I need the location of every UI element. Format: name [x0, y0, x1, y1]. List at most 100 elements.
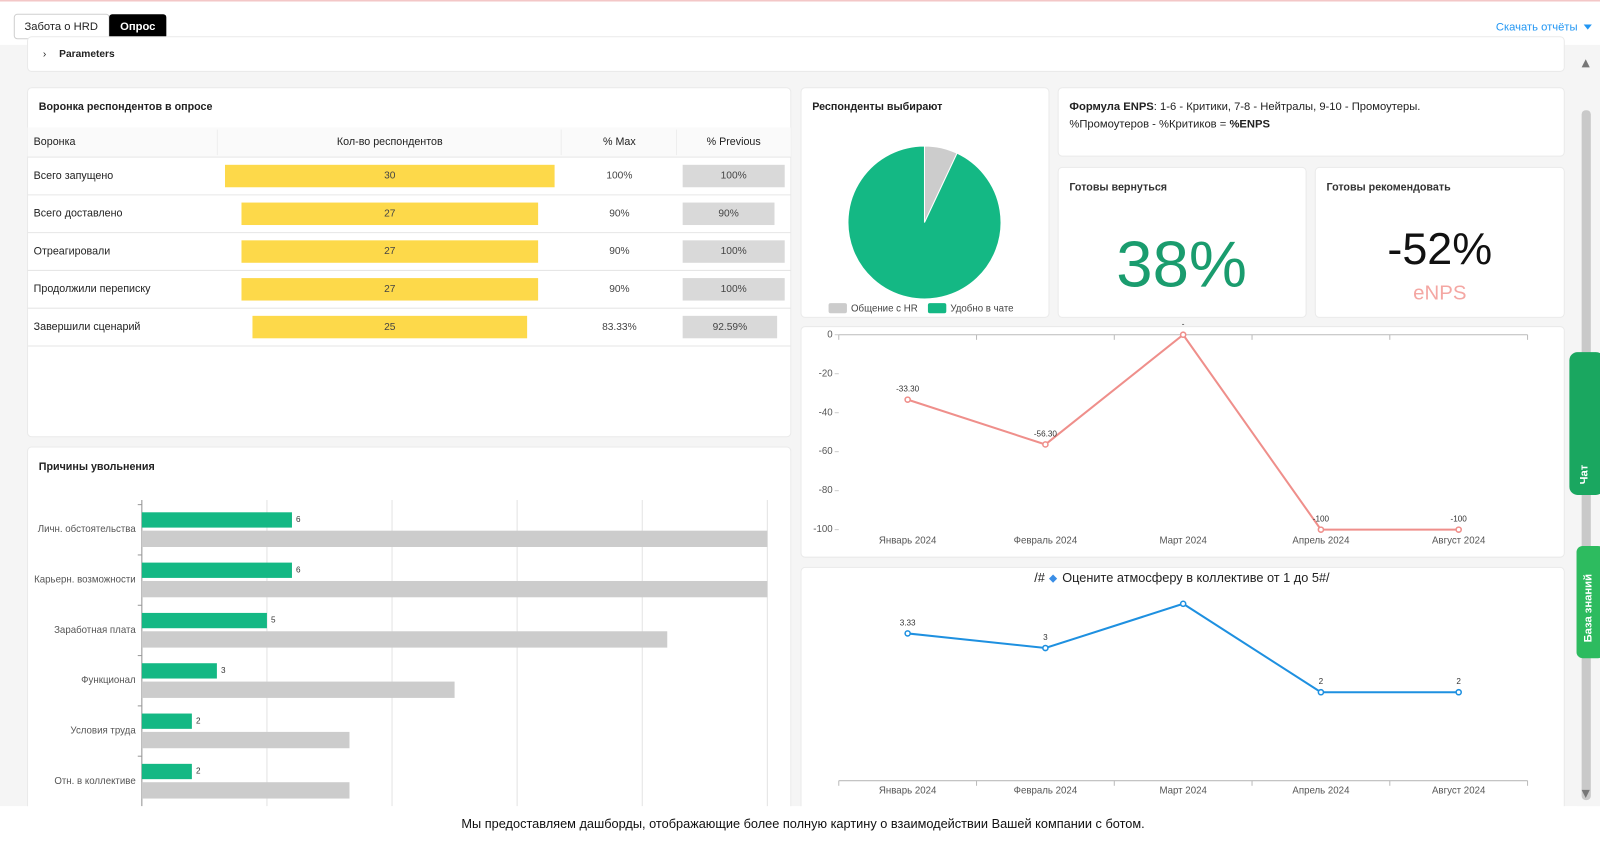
formula-title: Формула ENPS [1069, 101, 1154, 113]
x-tick-label: Февраль 2024 [1014, 535, 1078, 546]
max-label: 83.33% [602, 322, 637, 333]
table-header [27, 127, 791, 158]
kb-tab[interactable] [1576, 545, 1600, 659]
tab-active[interactable] [109, 14, 167, 39]
formula-text: %Промоутеров - %Критиков = [1069, 118, 1229, 130]
kb-tab-label[interactable]: База знаний [1583, 574, 1595, 642]
bar [141, 530, 768, 547]
y-tick-label: Условия труда [70, 725, 136, 736]
value-label: -33.30 [896, 385, 920, 394]
column-header: % Previous [707, 136, 761, 148]
legend-swatch [828, 303, 847, 314]
value-label: 6 [296, 565, 301, 574]
count-label: 25 [384, 322, 396, 333]
y-tick-label: -60 [819, 446, 834, 457]
max-label: 100% [606, 171, 632, 182]
x-tick-label: Апрель 2024 [1292, 785, 1350, 796]
charts: Воронка респондентов в опросе Воронка Кол-… [27, 101, 1529, 807]
point [1317, 688, 1325, 696]
formula-result: %ENPS [1229, 118, 1270, 130]
y-tick-label: Карьерн. возможности [34, 575, 136, 586]
footer-text: Мы предоставляем дашборды, отображающие … [461, 816, 1144, 831]
count-bar [241, 240, 539, 263]
value-label: 3 [221, 666, 226, 675]
column-header: Воронка [34, 136, 76, 148]
dropdown-arrow[interactable] [1583, 24, 1592, 30]
chat-tab[interactable] [1569, 352, 1600, 495]
kpi-value: 38% [1116, 228, 1247, 301]
value-label: -100 [1451, 515, 1468, 524]
bar [141, 612, 267, 629]
count-label: 30 [384, 171, 396, 182]
value-label: 3 [1043, 633, 1048, 642]
value-label: - [1182, 320, 1185, 329]
chevron[interactable]: › [43, 49, 46, 60]
value-label: 2 [196, 767, 201, 776]
count-bar [241, 278, 539, 301]
card-title: Воронка респондентов в опросе [39, 101, 213, 113]
value-label: 2 [1319, 677, 1324, 686]
title-icon [1048, 574, 1058, 583]
previous-bar [682, 278, 785, 301]
tab-label[interactable]: Опрос [120, 21, 155, 33]
bar [141, 663, 217, 679]
top-line [0, 0, 1600, 2]
chart-title-prefix: /# [1034, 570, 1046, 585]
formula-line: Формула ENPS: 1-6 - Критики, 7-8 - Нейтр… [1069, 101, 1420, 113]
chat-tab-label[interactable]: Чат [1579, 464, 1591, 484]
x-tick-label: Август 2024 [1432, 785, 1486, 796]
bar [141, 562, 292, 578]
parameters-label[interactable]: Parameters [59, 49, 115, 60]
x-tick-label: Март 2024 [1159, 535, 1207, 546]
bar [141, 713, 192, 729]
count-label: 27 [384, 246, 396, 257]
scroll-up[interactable] [1581, 59, 1590, 68]
tab-label[interactable]: Забота о HRD [24, 21, 97, 33]
point [1042, 644, 1049, 652]
count-bar [241, 202, 539, 226]
formula-text: : 1-6 - Критики, 7-8 - Нейтралы, 9-10 - … [1154, 101, 1421, 113]
value-label: 2 [1456, 677, 1461, 686]
previous-label: 92.59% [713, 322, 748, 333]
count-label: 27 [384, 208, 396, 219]
bar [141, 631, 668, 648]
value-label: 5 [271, 616, 276, 625]
point [904, 396, 911, 403]
point [1042, 441, 1049, 448]
y-tick-label: Отн. в коллективе [54, 776, 135, 787]
download-link[interactable]: Скачать отчёты [1496, 22, 1578, 34]
legend-label: Общение с HR [851, 303, 918, 314]
previous-bar [682, 202, 775, 226]
card-title: Респонденты выбирают [812, 101, 942, 113]
point [1317, 526, 1325, 533]
footer [0, 806, 1600, 846]
pie-slice [847, 145, 1002, 300]
stage-label: Всего запущено [34, 170, 114, 182]
bar [141, 681, 455, 698]
stage-label: Отреагировали [34, 245, 111, 257]
x-tick-label: Январь 2024 [879, 535, 937, 546]
y-tick-label: -100 [813, 524, 833, 535]
y-tick-label: -80 [819, 485, 834, 496]
bar [141, 731, 350, 749]
previous-label: 90% [718, 208, 738, 219]
value-label: 2 [196, 716, 201, 725]
point [1455, 688, 1462, 696]
bar [141, 580, 768, 598]
point [904, 630, 911, 637]
x-tick-label: Январь 2024 [879, 785, 937, 796]
max-label: 90% [609, 246, 629, 257]
y-tick-label: 0 [827, 329, 833, 340]
chart-title: Оцените атмосферу в коллективе от 1 до 5… [1062, 570, 1330, 585]
kpi-title: Готовы вернуться [1069, 182, 1167, 194]
parameters-card [27, 36, 1565, 72]
scroll-down[interactable] [1581, 789, 1590, 799]
bar [141, 782, 350, 799]
column-header: Кол-во респондентов [337, 136, 443, 148]
kpi-caption: eNPS [1413, 282, 1466, 304]
legend-swatch [927, 303, 947, 314]
stage-label: Продолжили переписку [34, 283, 151, 295]
previous-label: 100% [721, 171, 747, 182]
